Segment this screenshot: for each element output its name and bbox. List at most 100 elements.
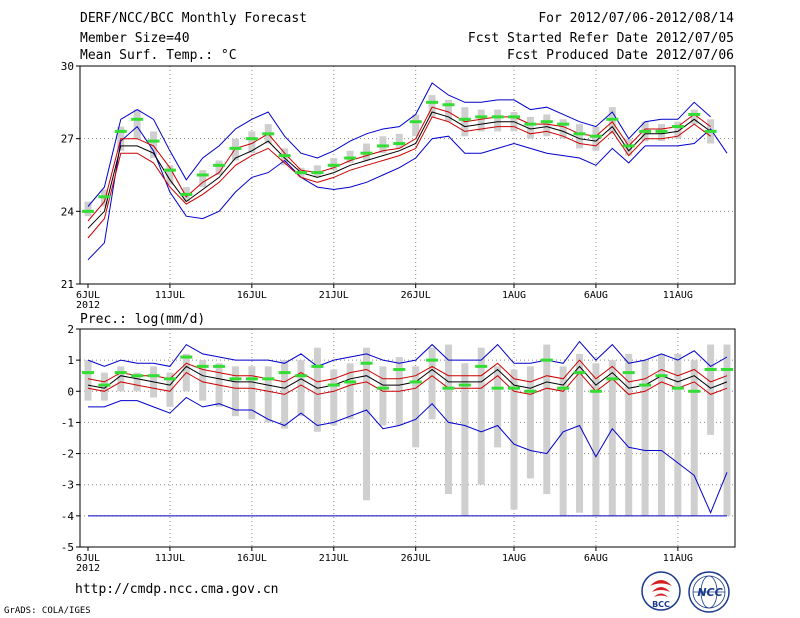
- spread-bar: [330, 369, 338, 426]
- chart-title: DERF/NCC/BCC Monthly Forecast: [80, 11, 307, 26]
- spread-bar: [592, 126, 600, 151]
- y-tick-label: -1: [61, 416, 74, 429]
- y-tick-label: -3: [61, 479, 74, 492]
- spread-bar: [395, 133, 403, 149]
- y-tick-label: -2: [61, 448, 74, 461]
- plot-frame: [79, 328, 736, 548]
- spread-bar: [297, 360, 305, 417]
- spread-bar: [559, 366, 567, 516]
- series-std-lower: [87, 371, 728, 395]
- spread-bar: [477, 347, 485, 485]
- spread-bar: [543, 344, 551, 495]
- y-tick-label: 1: [67, 354, 74, 367]
- x-tick-label: 6AUG: [584, 290, 608, 301]
- spread-bar: [199, 170, 207, 188]
- x-tick-year-label: 2012: [76, 300, 100, 311]
- x-tick-label: 11AUG: [663, 290, 693, 301]
- spread-bar: [510, 369, 518, 510]
- spread-bar: [313, 347, 321, 432]
- x-tick-label: 11AUG: [663, 553, 693, 564]
- forecast-produced-date: Fcst Produced Date 2012/07/06: [507, 48, 734, 63]
- y-tick-label: -5: [61, 541, 74, 554]
- y-tick-label: 30: [61, 60, 74, 73]
- x-tick-year-label: 2012: [76, 563, 100, 574]
- spread-bar: [166, 165, 174, 185]
- spread-bar: [559, 119, 567, 139]
- x-tick-label: 26JUL: [401, 290, 431, 301]
- x-tick-label: 21JUL: [319, 553, 349, 564]
- ncc-logo-text: NCC: [697, 586, 722, 599]
- spread-bar: [264, 366, 272, 423]
- spread-bar: [608, 360, 616, 516]
- x-tick-label: 16JUL: [237, 553, 267, 564]
- x-tick-label: 11JUL: [155, 290, 185, 301]
- series-ensemble-min: [88, 396, 728, 514]
- spread-bar: [641, 360, 649, 516]
- bcc-logo-text: BCC: [652, 600, 670, 609]
- member-size-label: Member Size=40: [80, 31, 190, 46]
- plot-frame: [79, 65, 736, 285]
- spread-bar: [231, 366, 239, 417]
- x-tick-label: 11JUL: [155, 553, 185, 564]
- spread-bar: [412, 114, 420, 137]
- spread-bar: [674, 121, 682, 139]
- spread-bar: [166, 372, 174, 407]
- spread-bar: [215, 160, 223, 175]
- forecast-start-date: Fcst Started Refer Date 2012/07/05: [467, 31, 734, 46]
- spread-bar: [84, 360, 92, 401]
- spread-bar: [707, 344, 715, 435]
- spread-bar: [690, 109, 698, 125]
- spread-bar: [133, 372, 141, 392]
- y-tick-label: 21: [61, 278, 74, 291]
- y-tick-label: 2: [67, 323, 74, 336]
- spread-bar: [346, 363, 354, 420]
- source-url[interactable]: http://cmdp.ncc.cma.gov.cn: [75, 582, 279, 597]
- x-tick-label: 16JUL: [237, 290, 267, 301]
- y-tick-label: 0: [67, 385, 74, 398]
- spread-bar: [723, 344, 731, 516]
- spread-bar: [690, 360, 698, 516]
- y-tick-label: 27: [61, 133, 74, 146]
- spread-bar: [543, 114, 551, 137]
- ncc-logo: NCC: [688, 571, 730, 613]
- spread-bar: [379, 366, 387, 426]
- bcc-logo: BCC: [641, 571, 681, 611]
- spread-bar: [576, 124, 584, 149]
- spread-bar: [461, 363, 469, 516]
- series-ensemble-mean: [87, 365, 728, 389]
- spread-bar: [444, 344, 452, 495]
- series-ensemble-min: [87, 82, 711, 207]
- forecast-period: For 2012/07/06-2012/08/14: [538, 11, 734, 26]
- spread-bar: [477, 109, 485, 132]
- x-tick-label: 21JUL: [319, 290, 349, 301]
- spread-bar: [428, 347, 436, 420]
- spread-bar: [100, 372, 108, 401]
- spread-bar: [526, 116, 534, 139]
- spread-bar: [494, 366, 502, 448]
- series-ensemble-mean: [87, 111, 711, 229]
- spread-bar: [363, 347, 371, 501]
- spread-bar: [412, 366, 420, 448]
- y-tick-label: 24: [61, 205, 75, 218]
- spread-bar: [84, 201, 92, 217]
- variable-label: Mean Surf. Temp.: °C: [80, 48, 237, 63]
- x-tick-label: 1AUG: [502, 553, 526, 564]
- series-std-upper: [87, 359, 728, 383]
- series-std-lower: [87, 116, 711, 239]
- spread-bar: [117, 366, 125, 392]
- spread-bar: [150, 131, 158, 159]
- spread-bar: [576, 353, 584, 513]
- series-ensemble-max: [87, 125, 728, 261]
- x-tick-label: 1AUG: [502, 290, 526, 301]
- spread-bar: [444, 99, 452, 122]
- spread-bar: [199, 360, 207, 401]
- x-tick-label: 26JUL: [401, 553, 431, 564]
- grads-credit: GrADS: COLA/IGES: [4, 606, 91, 616]
- spread-bar: [248, 366, 256, 420]
- series-std-upper: [87, 106, 711, 222]
- series-ensemble-max: [87, 340, 728, 368]
- spread-bar: [625, 353, 633, 516]
- spread-bar: [526, 366, 534, 479]
